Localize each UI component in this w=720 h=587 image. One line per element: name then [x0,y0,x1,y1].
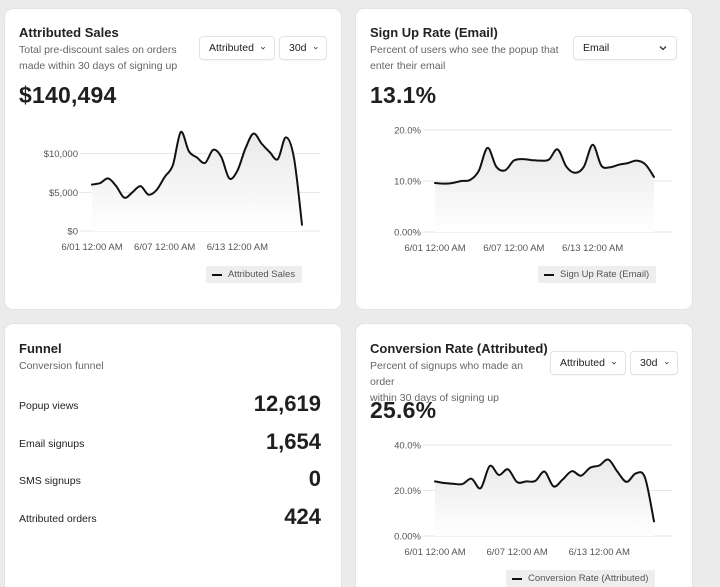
y-tick-label: $0 [67,227,78,238]
description-line: made within 30 days of signing up [19,60,178,72]
card-description: Total pre-discount sales on orders made … [19,42,199,74]
attribution-dropdown[interactable]: Attributed [550,351,626,375]
card-description: Percent of signups who made an order wit… [370,358,550,406]
period-dropdown[interactable]: 30d [279,36,327,60]
series-line [434,458,655,523]
description-line: Percent of signups who made an order [370,360,523,388]
chart-legend[interactable]: Attributed Sales [206,266,303,283]
series-area [435,459,654,536]
funnel-value: 424 [284,504,321,529]
attributed-sales-value: $140,494 [19,82,117,108]
period-dropdown-value: 30d [289,42,307,54]
period-dropdown-value: 30d [640,357,658,369]
funnel-label: Attributed orders [19,513,97,525]
card-description: Percent of users who see the popup that … [370,42,570,74]
x-tick-label: 6/13 12:00 AM [562,243,623,254]
legend-label: Conversion Rate (Attributed) [528,573,649,584]
series-line [434,143,655,185]
x-tick-label: 6/01 12:00 AM [404,243,465,254]
card-title: Funnel [19,341,62,356]
y-tick-label: 10.0% [394,177,421,188]
chart-legend[interactable]: Sign Up Rate (Email) [538,266,657,283]
legend-label: Sign Up Rate (Email) [560,269,650,280]
chevron-down-icon [659,46,667,51]
x-tick-label: 6/01 12:00 AM [61,242,122,253]
signup-rate-value: 13.1% [370,82,437,108]
y-tick-label: 0.00% [394,228,421,239]
card-title: Attributed Sales [19,25,119,40]
chevron-down-icon [611,361,617,365]
card-title: Sign Up Rate (Email) [370,25,498,40]
chevron-down-icon [260,46,266,50]
series-line [91,130,303,226]
y-tick-label: $10,000 [44,149,78,160]
x-tick-label: 6/07 12:00 AM [483,243,544,254]
funnel-value: 0 [308,466,321,491]
chevron-down-icon [664,361,669,365]
chevron-down-icon [313,46,318,50]
legend-swatch [512,577,522,580]
legend-swatch [544,273,554,276]
funnel-row-attributed-orders: Attributed orders 424 [19,504,321,532]
description-line: enter their email [370,60,446,72]
conversion-rate-value: 25.6% [370,397,437,423]
attribution-dropdown-value: Attributed [209,42,254,54]
x-tick-label: 6/13 12:00 AM [569,547,630,558]
description-line: Percent of users who see the popup that [370,44,559,56]
channel-dropdown-value: Email [583,42,610,54]
attributed-sales-card: Attributed Sales Total pre-discount sale… [5,9,341,309]
y-tick-label: 0.00% [394,532,421,543]
x-tick-label: 6/13 12:00 AM [207,242,268,253]
attributed-sales-chart: $0 $5,000 $10,000 6/01 12:00 AM 6/07 12:00 A… [44,130,320,253]
attribution-dropdown[interactable]: Attributed [199,36,275,60]
funnel-row-sms-signups: SMS signups 0 [19,466,321,494]
funnel-card: Funnel Conversion funnel Popup views 12,… [5,324,341,587]
signup-rate-chart: 0.00% 10.0% 20.0% 6/01 12:00 AM 6/07 12:00 A… [394,126,672,254]
legend-swatch [212,273,222,276]
x-tick-label: 6/07 12:00 AM [134,242,195,253]
description-line: Total pre-discount sales on orders [19,44,177,56]
funnel-row-popup-views: Popup views 12,619 [19,391,321,419]
x-tick-label: 6/01 12:00 AM [404,547,465,558]
conversion-rate-chart: 0.00% 20.0% 40.0% 6/01 12:00 AM 6/07 12:00 A… [394,441,672,558]
y-tick-label: 20.0% [394,126,421,137]
channel-dropdown[interactable]: Email [573,36,677,60]
chart-legend[interactable]: Conversion Rate (Attributed) [506,570,656,587]
legend-label: Attributed Sales [228,269,296,280]
x-tick-label: 6/07 12:00 AM [486,547,547,558]
series-area [92,131,302,231]
description-line: within 30 days of signing up [370,392,499,404]
funnel-row-email-signups: Email signups 1,654 [19,429,321,457]
attribution-dropdown-value: Attributed [560,357,605,369]
y-tick-label: 40.0% [394,441,421,452]
funnel-value: 1,654 [265,429,321,454]
y-tick-label: 20.0% [394,486,421,497]
conversion-rate-card: Conversion Rate (Attributed) Percent of … [356,324,692,587]
funnel-label: Popup views [19,400,79,412]
card-description: Conversion funnel [19,360,104,372]
series-area [435,144,654,232]
y-tick-label: $5,000 [49,188,78,199]
funnel-value: 12,619 [253,391,321,416]
funnel-label: Email signups [19,438,85,450]
card-title: Conversion Rate (Attributed) [370,341,548,356]
period-dropdown[interactable]: 30d [630,351,678,375]
signup-rate-card: Sign Up Rate (Email) Percent of users wh… [356,9,692,309]
funnel-label: SMS signups [19,475,81,487]
